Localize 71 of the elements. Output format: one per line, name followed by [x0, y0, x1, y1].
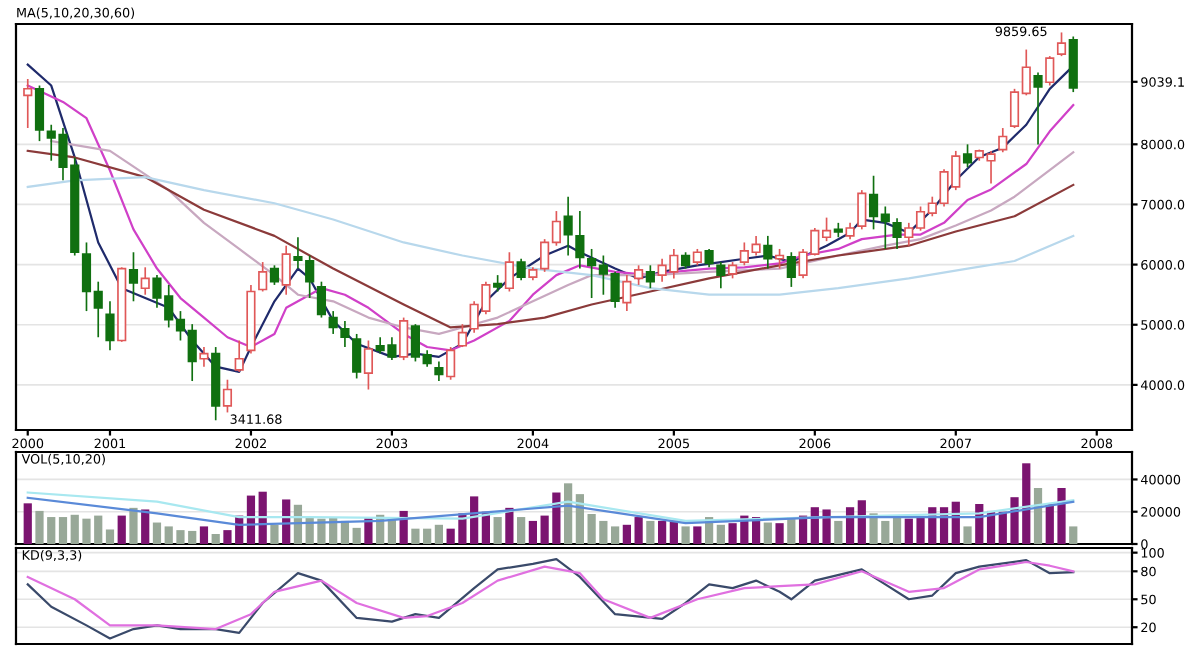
bar	[693, 526, 702, 544]
candlestick	[363, 339, 374, 391]
bar	[657, 520, 667, 544]
bar	[352, 527, 361, 544]
bar	[58, 517, 68, 544]
candlestick	[105, 300, 115, 352]
bar	[763, 522, 772, 544]
bar	[857, 500, 866, 544]
candlestick	[763, 235, 773, 270]
candlestick	[328, 310, 338, 335]
candlestick	[645, 264, 655, 290]
candlestick	[1056, 31, 1067, 57]
candlestick	[892, 217, 902, 250]
bar	[1033, 487, 1043, 544]
candlestick	[281, 244, 291, 296]
candlestick	[234, 339, 244, 373]
candlestick	[222, 378, 233, 414]
candlestick	[998, 127, 1008, 154]
bar	[834, 520, 843, 544]
bar	[211, 533, 220, 544]
bar	[493, 517, 502, 544]
candlestick	[857, 189, 867, 231]
bar	[646, 520, 655, 544]
bar	[845, 507, 855, 544]
candlestick	[634, 264, 644, 286]
candlestick	[340, 320, 350, 348]
candlestick	[774, 248, 785, 270]
bar	[681, 526, 690, 544]
candlestick	[716, 261, 726, 290]
bar	[129, 507, 138, 544]
bar	[141, 509, 150, 544]
candlestick	[399, 316, 409, 361]
bar	[775, 523, 784, 544]
candlestick	[316, 280, 327, 319]
candlestick	[786, 251, 796, 288]
candlestick	[516, 257, 526, 282]
candlestick	[434, 360, 444, 382]
candlestick	[258, 261, 268, 293]
bar	[199, 526, 209, 544]
candlestick	[23, 78, 33, 129]
bar	[892, 517, 902, 544]
candlestick	[575, 210, 585, 270]
candlestick	[1045, 55, 1055, 87]
bar	[564, 483, 573, 544]
bar	[611, 526, 620, 544]
bar	[434, 524, 444, 544]
candlestick	[563, 195, 573, 257]
candlestick	[504, 251, 514, 293]
bar	[669, 520, 678, 544]
candlestick	[128, 251, 139, 303]
bar	[505, 507, 514, 544]
bar	[1069, 526, 1078, 544]
candlestick	[704, 248, 714, 269]
bar	[528, 520, 537, 544]
bar	[963, 526, 972, 544]
bar	[23, 503, 32, 544]
bar	[716, 524, 725, 544]
candlestick	[140, 266, 150, 296]
candlestick	[622, 274, 632, 312]
candlestick	[1033, 71, 1043, 146]
candlestick	[446, 346, 456, 381]
candlestick	[199, 346, 209, 368]
bar	[517, 517, 526, 544]
bar	[117, 515, 126, 544]
line-series	[26, 175, 1075, 296]
bar	[152, 522, 162, 544]
candlestick	[962, 143, 973, 169]
bar	[270, 524, 279, 544]
candlestick	[269, 264, 280, 286]
bar	[105, 529, 115, 544]
candlestick	[352, 333, 362, 380]
